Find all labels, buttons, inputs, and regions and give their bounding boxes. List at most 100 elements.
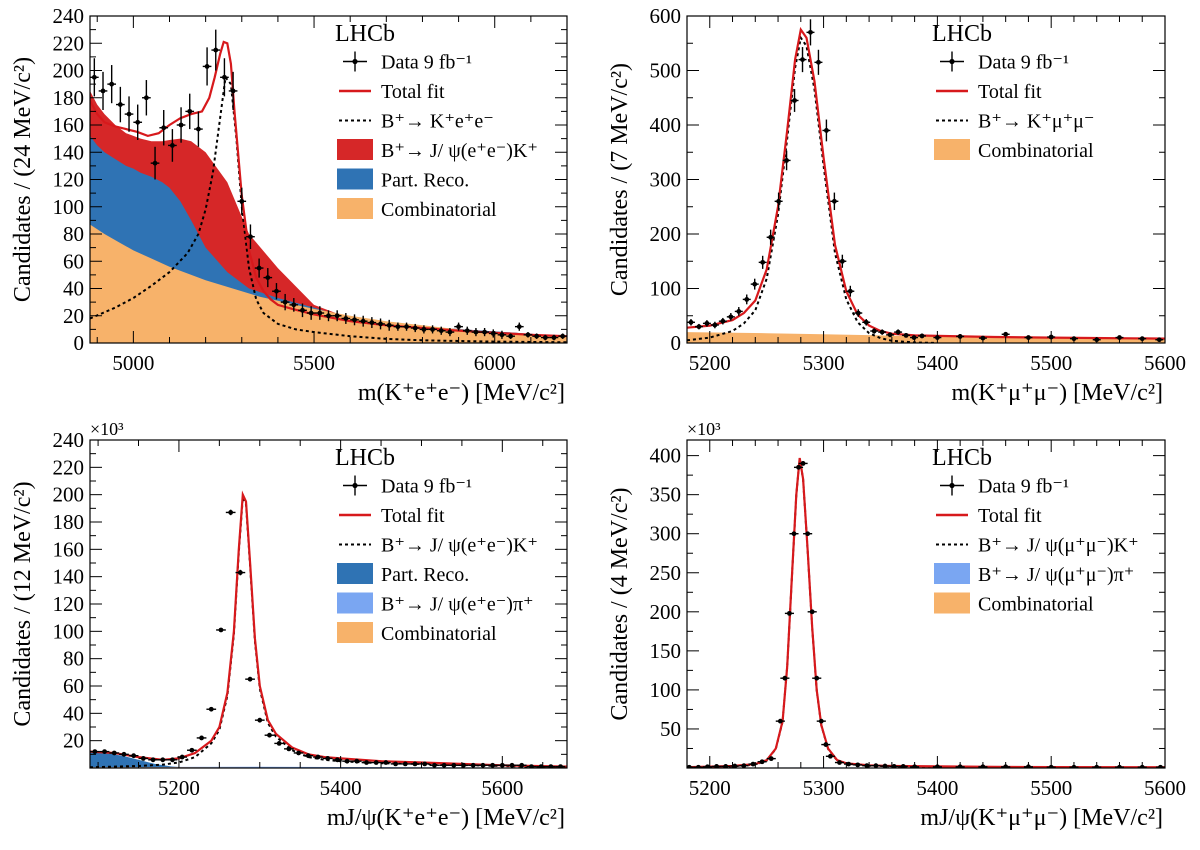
data-point-marker: [863, 319, 869, 325]
data-point: [730, 763, 740, 768]
data-point-marker: [187, 108, 193, 114]
data-point-marker: [179, 754, 185, 760]
legend-item-fit: Total fit: [339, 81, 445, 103]
data-points: [90, 29, 567, 341]
y-tick-label: 160: [53, 113, 85, 137]
data-point: [532, 333, 541, 339]
data-point: [142, 80, 151, 116]
data-point-marker: [451, 762, 457, 768]
data-point-marker: [873, 763, 879, 768]
data-point-marker: [421, 326, 427, 332]
legend-item-fit: Total fit: [339, 505, 445, 527]
data-point-marker: [334, 313, 340, 319]
data-point-marker: [1156, 337, 1162, 343]
legend-item-pi-mode: B⁺→ J/ ψ(μ⁺μ⁻)π⁺: [934, 563, 1134, 586]
data-point: [202, 47, 212, 86]
data-point: [758, 255, 767, 269]
data-point: [119, 751, 129, 757]
data-point: [789, 531, 799, 537]
legend: LHCb Data 9 fb⁻¹ Total fit B⁺→ K⁺μ⁺μ⁻ Combin…: [932, 21, 1094, 162]
y-tick-label: 220: [53, 455, 85, 479]
x-tick-label: 5300: [803, 776, 845, 800]
data-point-marker: [325, 756, 331, 761]
data-point-marker: [189, 747, 195, 753]
data-point: [790, 89, 799, 112]
data-point: [228, 71, 238, 111]
legend-key: [337, 622, 373, 643]
legend-item-fit: Total fit: [936, 505, 1042, 527]
data-point-marker: [228, 510, 234, 515]
legend-key: [337, 592, 373, 614]
data-point: [821, 742, 831, 747]
data-point: [237, 187, 247, 215]
data-point-marker: [161, 125, 167, 131]
y-multiplier: ×10³: [687, 419, 721, 439]
data-point-marker: [741, 763, 747, 768]
data-point: [376, 318, 385, 330]
legend-label: B⁺→ J/ ψ(e⁺e⁻)K⁺: [381, 535, 538, 557]
data-point-marker: [509, 762, 515, 768]
legend-key: [934, 563, 970, 584]
legend-key: [949, 482, 955, 489]
data-point: [712, 764, 722, 768]
data-point: [167, 757, 178, 763]
data-point: [774, 192, 783, 211]
data-point: [549, 334, 559, 341]
data-point-marker: [412, 761, 418, 767]
data-point: [272, 283, 281, 300]
legend-item-data: Data 9 fb⁻¹: [940, 475, 1069, 498]
data-point-marker: [490, 762, 496, 768]
y-tick-label: 160: [53, 537, 85, 561]
data-point: [734, 307, 743, 316]
data-point: [507, 762, 517, 768]
legend-label: Part. Reco.: [381, 170, 469, 192]
data-point-marker: [882, 763, 888, 768]
legend-label: B⁺→ J/ ψ(μ⁺μ⁻)π⁺: [978, 564, 1134, 586]
legend-item-part-reco: Part. Reco.: [337, 168, 469, 192]
y-axis-title: Candidates / (24 MeV/c²): [10, 57, 36, 302]
data-point: [854, 309, 863, 317]
y-multiplier: ×10³: [90, 419, 124, 439]
data-point: [116, 86, 125, 123]
y-tick-label: 300: [650, 522, 682, 546]
data-point-marker: [542, 335, 548, 340]
data-point-marker: [222, 74, 227, 80]
data-point-marker: [386, 322, 392, 328]
data-point: [124, 96, 134, 132]
data-point: [886, 332, 895, 338]
plot-area: [90, 29, 567, 343]
data-point-marker: [473, 329, 479, 335]
data-point: [807, 609, 817, 615]
experiment-label: LHCb: [932, 21, 992, 47]
y-tick-label: 120: [53, 168, 85, 192]
data-point-marker: [800, 461, 806, 466]
data-point: [284, 746, 294, 752]
y-tick-label: 300: [650, 168, 682, 192]
data-point: [514, 322, 524, 331]
data-point-marker: [839, 258, 845, 264]
data-point: [315, 306, 325, 320]
legend-key: [337, 563, 373, 584]
y-axis-title: Candidates / (7 MeV/c²): [607, 63, 633, 296]
data-point-marker: [808, 29, 813, 35]
data-point-marker: [247, 676, 253, 682]
data-point-marker: [796, 464, 801, 470]
data-point-marker: [430, 326, 435, 332]
y-tick-label: 140: [53, 140, 85, 164]
data-point: [726, 313, 735, 321]
data-point-marker: [91, 74, 97, 80]
data-point-marker: [800, 57, 805, 62]
data-point-marker: [791, 531, 797, 537]
data-point: [721, 764, 731, 768]
data-point-marker: [315, 754, 321, 760]
x-axis-title: m(K⁺μ⁺μ⁻) [MeV/c²]: [951, 380, 1163, 406]
chart-panel-4: 5200 5300 5400 5500 5600 50 100 150 200 250 300 350…: [607, 419, 1186, 831]
data-point-marker: [1003, 331, 1009, 337]
data-point: [710, 321, 719, 329]
y-tick-label: 80: [63, 222, 84, 246]
legend-item-combinatorial: Combinatorial: [337, 622, 497, 645]
data-point-marker: [831, 198, 837, 204]
data-point-marker: [170, 757, 175, 763]
data-point: [814, 49, 823, 75]
